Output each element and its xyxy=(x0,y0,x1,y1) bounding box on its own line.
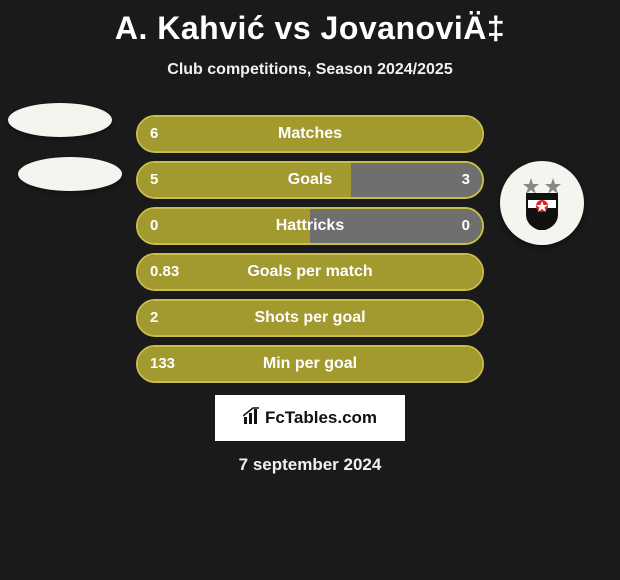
metric-row: 133Min per goal xyxy=(0,347,620,381)
bar-left xyxy=(138,347,482,381)
page-title: A. Kahvić vs JovanoviÄ‡ xyxy=(0,0,620,47)
value-left: 2 xyxy=(150,301,158,335)
bar-track xyxy=(138,301,482,335)
bar-track xyxy=(138,347,482,381)
bar-track xyxy=(138,163,482,197)
value-left: 0 xyxy=(150,209,158,243)
bar-left xyxy=(138,163,351,197)
value-left: 0.83 xyxy=(150,255,179,289)
bar-left xyxy=(138,301,482,335)
metric-row: 6Matches xyxy=(0,117,620,151)
metric-rows: 6Matches53Goals00Hattricks0.83Goals per … xyxy=(0,117,620,381)
value-left: 133 xyxy=(150,347,175,381)
bar-right xyxy=(310,209,482,243)
bar-left xyxy=(138,209,310,243)
comparison-chart: 6Matches53Goals00Hattricks0.83Goals per … xyxy=(0,117,620,381)
bar-left xyxy=(138,117,482,151)
bar-track xyxy=(138,255,482,289)
branding-box: FcTables.com xyxy=(215,395,405,441)
bar-track xyxy=(138,209,482,243)
metric-row: 00Hattricks xyxy=(0,209,620,243)
value-right: 3 xyxy=(462,163,470,197)
value-left: 5 xyxy=(150,163,158,197)
value-left: 6 xyxy=(150,117,158,151)
bar-left xyxy=(138,255,482,289)
metric-row: 53Goals xyxy=(0,163,620,197)
branding-label: FcTables.com xyxy=(265,408,377,428)
metric-row: 0.83Goals per match xyxy=(0,255,620,289)
date-text: 7 september 2024 xyxy=(0,455,620,475)
bar-track xyxy=(138,117,482,151)
subtitle: Club competitions, Season 2024/2025 xyxy=(0,61,620,79)
value-right: 0 xyxy=(462,209,470,243)
chart-icon xyxy=(243,407,261,430)
metric-row: 2Shots per goal xyxy=(0,301,620,335)
